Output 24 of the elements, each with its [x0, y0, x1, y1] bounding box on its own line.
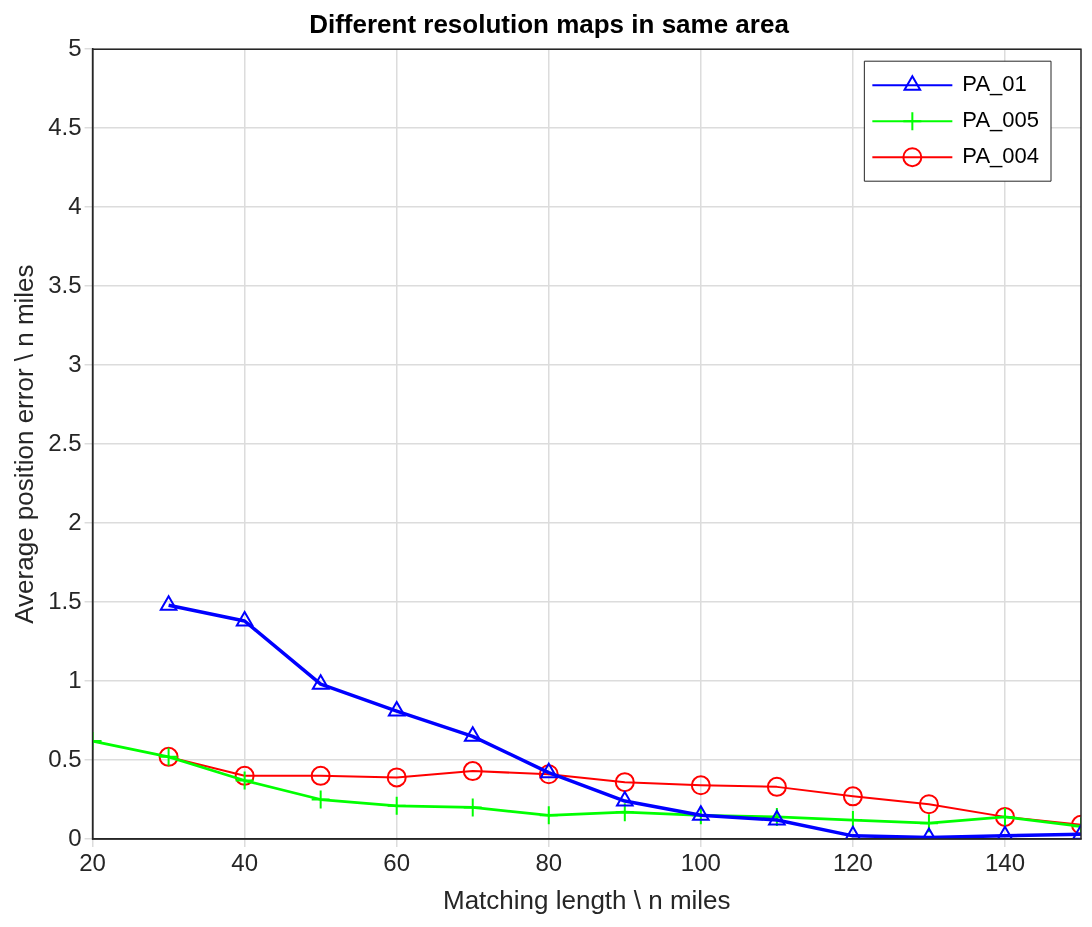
legend-label: PA_004	[962, 143, 1039, 169]
x-tick-label: 100	[680, 849, 721, 877]
y-tick-label: 0.5	[48, 744, 82, 772]
y-tick-label: 5	[68, 33, 82, 61]
y-tick-label: 1	[68, 665, 82, 693]
y-tick-label: 4.5	[48, 112, 82, 140]
x-tick-label: 20	[79, 849, 106, 877]
x-tick-label: 140	[984, 849, 1025, 877]
y-tick-label: 2	[68, 507, 82, 535]
x-tick-label: 120	[832, 849, 873, 877]
x-axis-title: Matching length \ n miles	[442, 884, 731, 915]
y-tick-label: 3.5	[48, 270, 82, 298]
legend-label: PA_01	[962, 71, 1027, 97]
y-tick-label: 1.5	[48, 586, 82, 614]
x-tick-label: 80	[535, 849, 563, 877]
y-axis-title: Average position error \ n miles	[8, 264, 39, 624]
chart-title: Different resolution maps in same area	[309, 8, 790, 39]
x-tick-label: 60	[383, 849, 411, 877]
y-tick-label: 0	[68, 823, 82, 851]
y-tick-label: 4	[68, 191, 82, 219]
x-tick-label: 40	[231, 849, 258, 877]
y-tick-label: 3	[68, 349, 82, 377]
legend-label: PA_005	[962, 107, 1039, 133]
y-tick-label: 2.5	[48, 428, 82, 456]
